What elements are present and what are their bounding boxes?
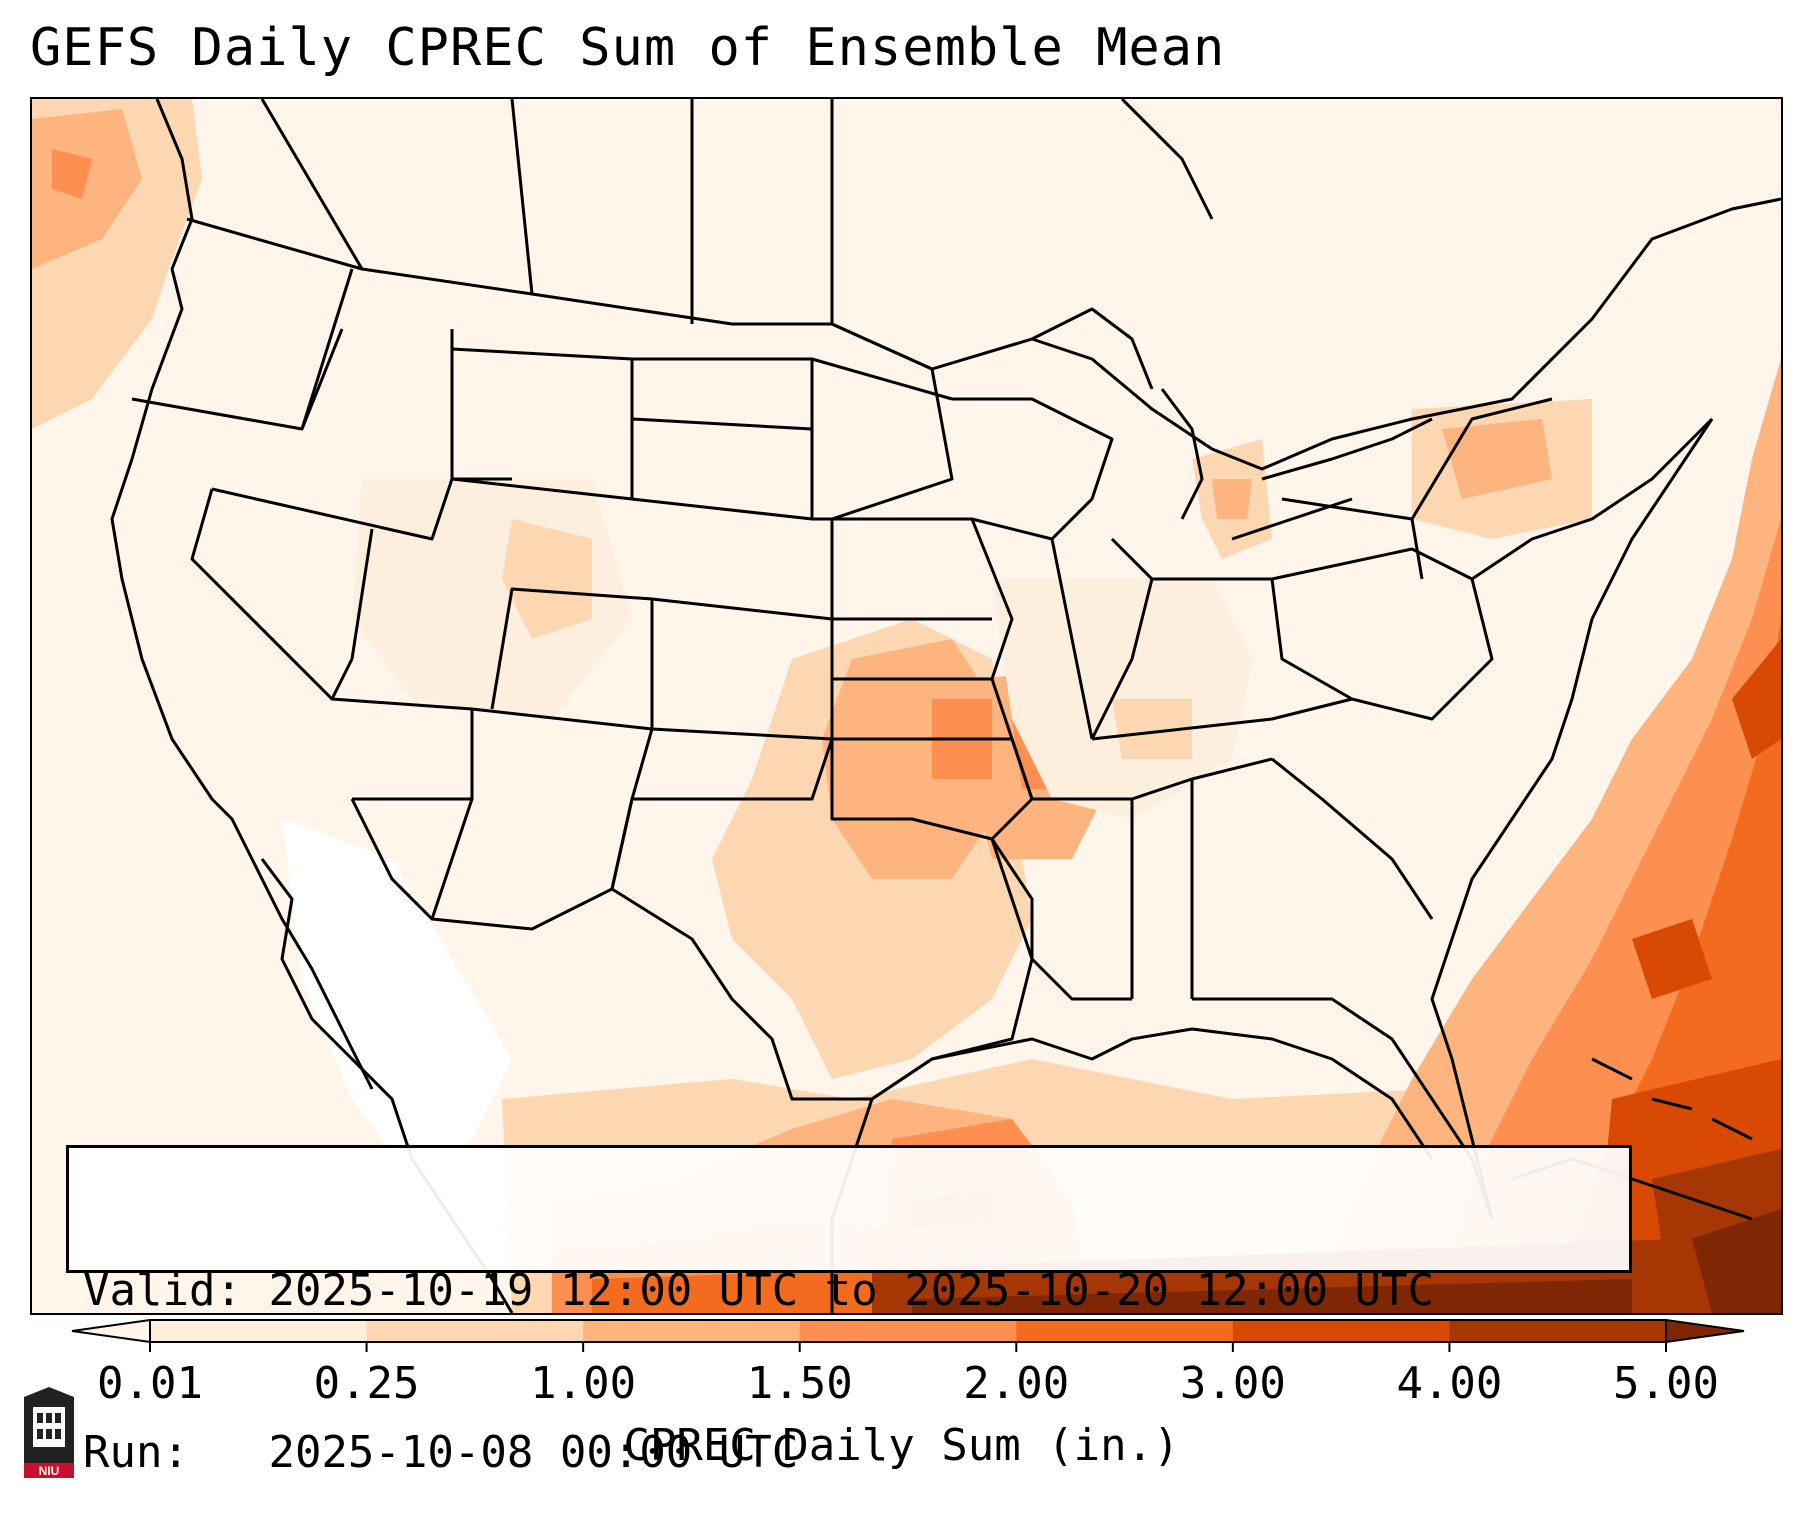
colorbar-svg <box>71 1318 1745 1352</box>
colorbar-segment <box>583 1320 801 1342</box>
colorbar-tick-label: 5.00 <box>1613 1358 1719 1409</box>
east-coastline <box>1430 418 1714 1220</box>
colorbar-tick-label: 2.00 <box>963 1358 1070 1409</box>
logo-text: NIU <box>39 1464 60 1478</box>
precipitation-map <box>30 97 1783 1315</box>
colorbar-segment <box>1449 1320 1667 1342</box>
boundaries <box>110 99 1781 1313</box>
colorbar-tick-label: 1.00 <box>530 1358 637 1409</box>
colorbar-extend-max <box>1665 1318 1745 1344</box>
colorbar-segment <box>150 1320 368 1342</box>
great-lakes <box>1031 307 1154 390</box>
map-svg <box>32 99 1781 1313</box>
niu-logo: NIU <box>24 1387 74 1478</box>
baja-coast <box>260 858 414 1160</box>
run-label: Run: <box>83 1427 189 1478</box>
run-value: 2025-10-08 00:00 UTC <box>268 1427 799 1478</box>
gulf-coastline <box>871 1027 1434 1160</box>
colorbar-tick-label: 1.50 <box>746 1358 853 1409</box>
colorbar-segment <box>366 1320 584 1342</box>
map-title: GEFS Daily CPREC Sum of Ensemble Mean <box>30 18 1226 78</box>
colorbar-tick-label: 0.01 <box>97 1358 203 1409</box>
colorbar-tick-label: 3.00 <box>1179 1358 1286 1409</box>
valid-label: Valid: <box>83 1265 242 1316</box>
colorbar-outline <box>149 1319 1667 1343</box>
colorbar-extend-min <box>71 1318 151 1344</box>
colorbar-segment <box>1016 1320 1234 1342</box>
valid-value: 2025-10-19 12:00 UTC to 2025-10-20 12:00… <box>268 1265 1435 1316</box>
valid-row: Valid: 2025-10-19 12:00 UTC to 2025-10-2… <box>83 1264 1629 1318</box>
colorbar <box>0 1312 1803 1362</box>
run-row: Run: 2025-10-08 00:00 UTC <box>83 1426 1629 1480</box>
colorbar-tick-label: 0.25 <box>313 1358 420 1409</box>
valid-run-info: Valid: 2025-10-19 12:00 UTC to 2025-10-2… <box>66 1145 1632 1478</box>
colorbar-tick-label: 4.00 <box>1396 1358 1503 1409</box>
colorbar-segment <box>1232 1320 1450 1342</box>
colorbar-label: CPREC Daily Sum (in.) <box>623 1420 1180 1471</box>
colorbar-segment <box>799 1320 1017 1342</box>
